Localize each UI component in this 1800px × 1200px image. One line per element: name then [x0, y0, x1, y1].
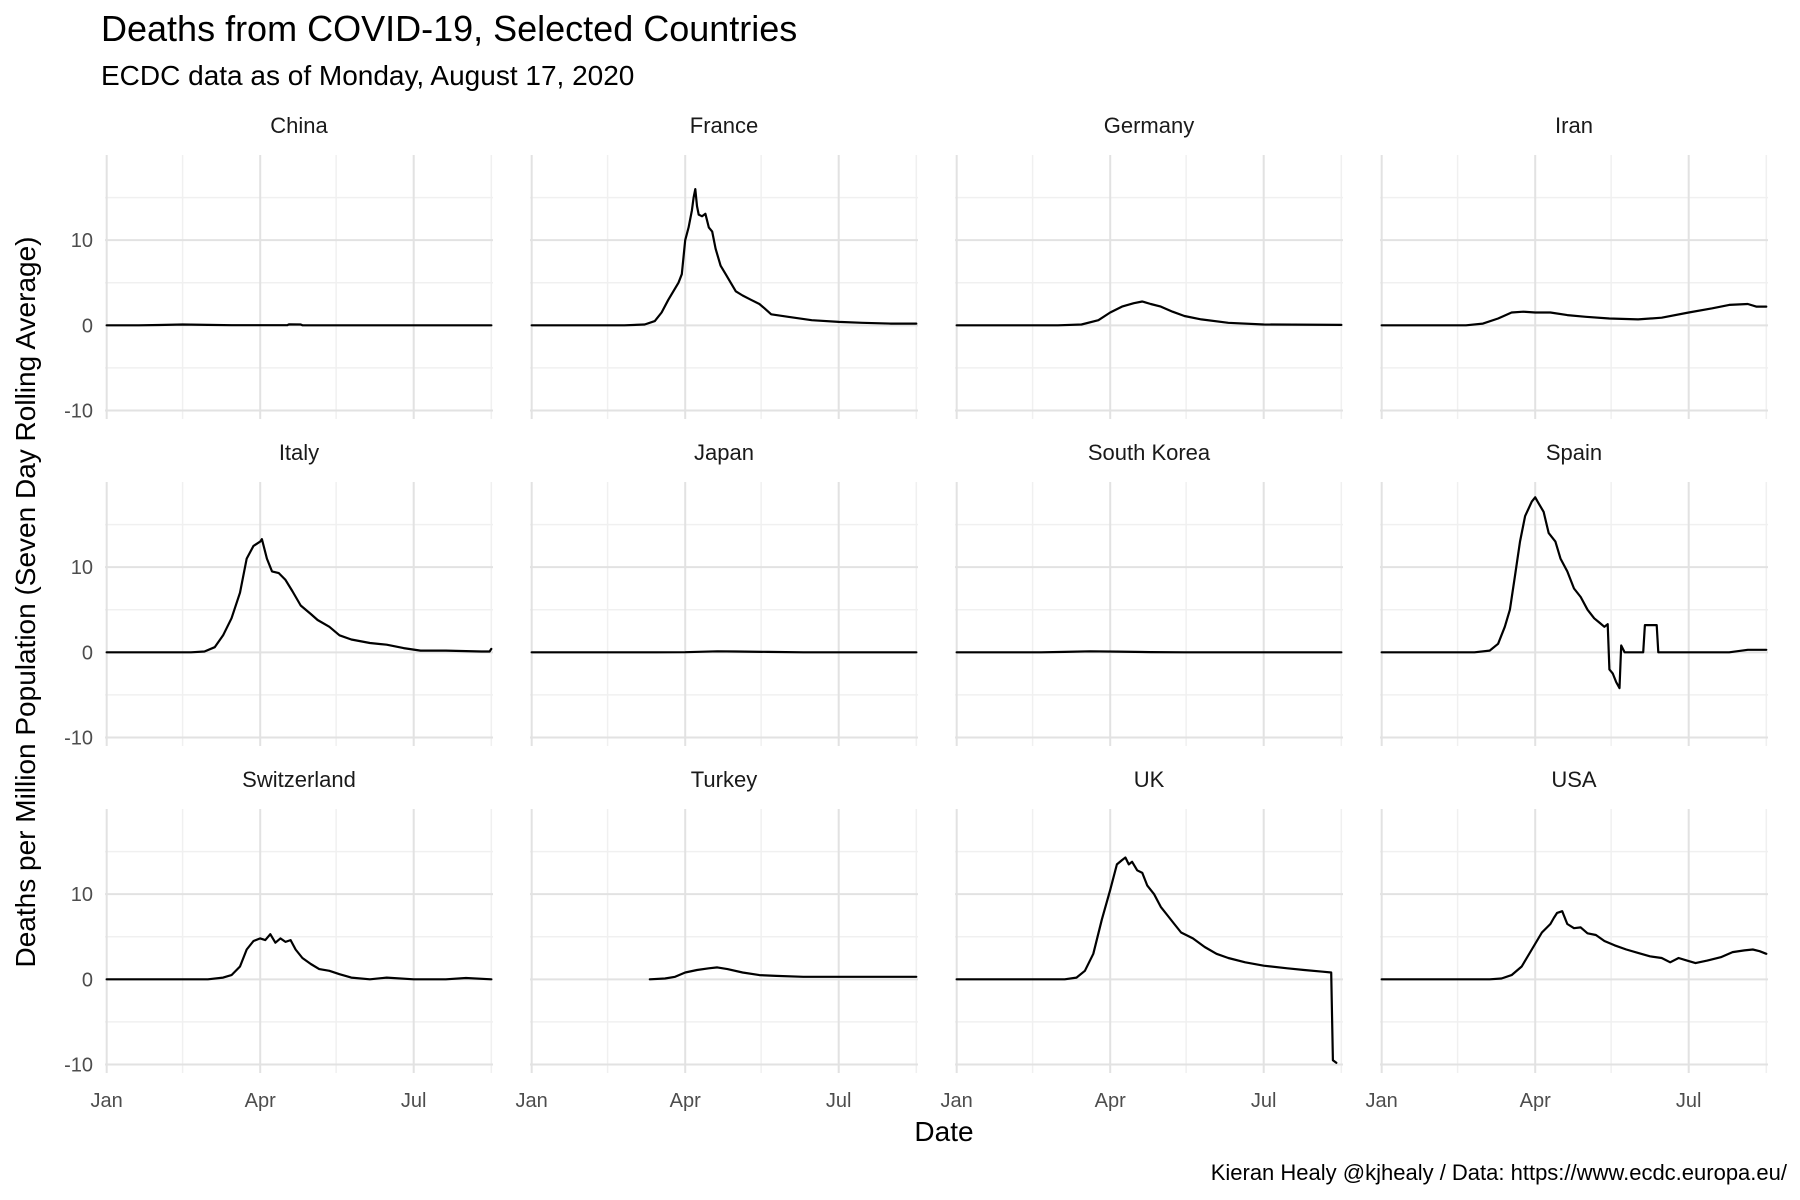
x-tick-label: Apr [1520, 1090, 1551, 1112]
facet-strip-label: Germany [1104, 113, 1194, 138]
series-line [530, 188, 918, 327]
facet-panel: Turkey Jan Apr Jul [516, 767, 918, 1112]
facet-panel: USA Jan Apr Jul [1366, 767, 1768, 1112]
x-tick-label: Jul [1251, 1090, 1277, 1112]
series-line [955, 300, 1343, 327]
facet-strip-label: South Korea [1088, 440, 1211, 465]
facet-panel: South Korea [955, 440, 1343, 746]
x-tick-label: Apr [670, 1090, 701, 1112]
x-tick-label: Jul [1676, 1090, 1702, 1112]
chart-title: Deaths from COVID-19, Selected Countries [101, 8, 798, 49]
facet-strip-label: USA [1551, 767, 1597, 792]
facet-panel: UK Jan Apr Jul [941, 767, 1343, 1112]
series-line [105, 323, 493, 327]
series-line [648, 966, 918, 981]
facet-panels: China -10 0 10 France Germany Iran Italy -10 0 10 J… [64, 113, 1768, 1112]
y-tick-label: 10 [71, 884, 93, 906]
facet-strip-label: Switzerland [242, 767, 356, 792]
x-tick-label: Jan [516, 1090, 548, 1112]
y-tick-label: -10 [64, 727, 93, 749]
y-axis-title: Deaths per Million Population (Seven Day… [10, 237, 41, 968]
x-tick-label: Apr [245, 1090, 276, 1112]
series-line [955, 856, 1338, 1064]
facet-panel: Switzerland -10 0 10 Jan Apr Jul [64, 767, 493, 1112]
series-line [1380, 302, 1768, 327]
facet-panel: Iran [1380, 113, 1768, 419]
x-tick-label: Jul [826, 1090, 852, 1112]
chart-subtitle: ECDC data as of Monday, August 17, 2020 [101, 60, 635, 91]
facet-strip-label: Italy [279, 440, 319, 465]
facet-strip-label: France [690, 113, 758, 138]
y-tick-label: -10 [64, 400, 93, 422]
facet-panel: Italy -10 0 10 [64, 440, 493, 749]
facet-panel: China -10 0 10 [64, 113, 493, 422]
facet-strip-label: Iran [1555, 113, 1593, 138]
facet-strip-label: Turkey [691, 767, 757, 792]
x-axis-title: Date [914, 1116, 973, 1147]
y-tick-label: -10 [64, 1054, 93, 1076]
facet-strip-label: UK [1134, 767, 1165, 792]
x-tick-label: Jan [1366, 1090, 1398, 1112]
facet-panel: Spain [1380, 440, 1768, 746]
facet-strip-label: China [270, 113, 328, 138]
facet-panel: Japan [530, 440, 918, 746]
series-line [955, 650, 1343, 654]
series-line [105, 538, 493, 654]
x-tick-label: Apr [1095, 1090, 1126, 1112]
x-tick-label: Jul [401, 1090, 427, 1112]
facet-panel: France [530, 113, 918, 419]
y-tick-label: 0 [82, 642, 93, 664]
y-tick-label: 10 [71, 230, 93, 252]
y-tick-label: 0 [82, 969, 93, 991]
series-line [1380, 496, 1768, 690]
facet-panel: Germany [955, 113, 1343, 419]
y-tick-label: 10 [71, 557, 93, 579]
y-tick-label: 0 [82, 315, 93, 337]
x-tick-label: Jan [91, 1090, 123, 1112]
series-line [1380, 910, 1768, 981]
chart-caption: Kieran Healy @kjhealy / Data: https://ww… [1210, 1160, 1787, 1185]
series-line [105, 933, 493, 981]
facet-strip-label: Spain [1546, 440, 1602, 465]
series-line [530, 650, 918, 654]
x-tick-label: Jan [941, 1090, 973, 1112]
facet-strip-label: Japan [694, 440, 754, 465]
